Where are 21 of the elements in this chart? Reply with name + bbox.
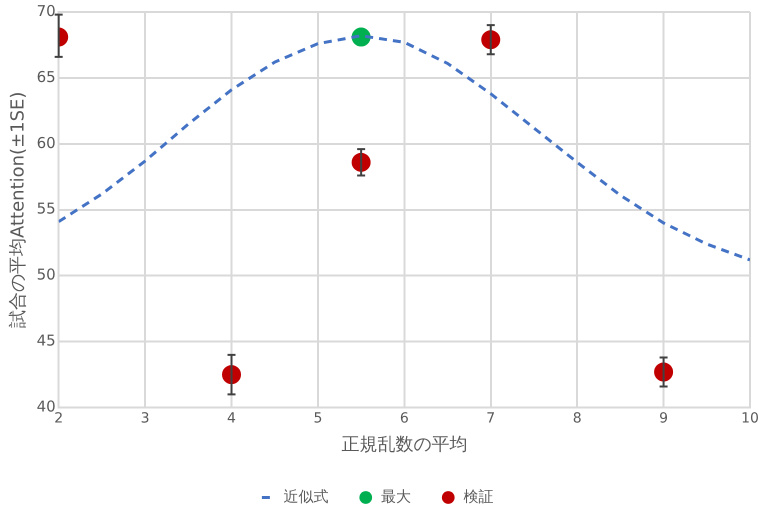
x-tick-label: 10 — [741, 410, 759, 427]
y-tick-label: 40 — [36, 397, 56, 416]
y-tick-label: 60 — [36, 134, 56, 152]
x-axis-title: 正規乱数の平均 — [341, 434, 468, 455]
y-tick-label: 55 — [36, 200, 56, 218]
y-tick-label: 70 — [36, 2, 56, 20]
x-tick-label: 6 — [400, 410, 409, 427]
x-tick-label: 7 — [486, 410, 496, 427]
legend-label: 近似式 — [283, 487, 328, 506]
x-tick-label: 8 — [572, 410, 582, 427]
x-tick-label: 3 — [140, 410, 150, 427]
y-tick-label: 45 — [36, 332, 56, 350]
y-tick-label: 50 — [36, 266, 56, 284]
x-tick-label: 9 — [659, 410, 668, 427]
x-tick-label: 5 — [313, 410, 322, 427]
y-tick-label: 65 — [36, 68, 56, 86]
y-axis-title: 試合の平均Attention(±1SE) — [7, 92, 28, 328]
legend-label: 検証 — [463, 487, 494, 506]
legend-label: 最大 — [380, 487, 411, 506]
x-tick-label: 2 — [54, 410, 64, 427]
x-tick-label: 4 — [227, 410, 236, 427]
